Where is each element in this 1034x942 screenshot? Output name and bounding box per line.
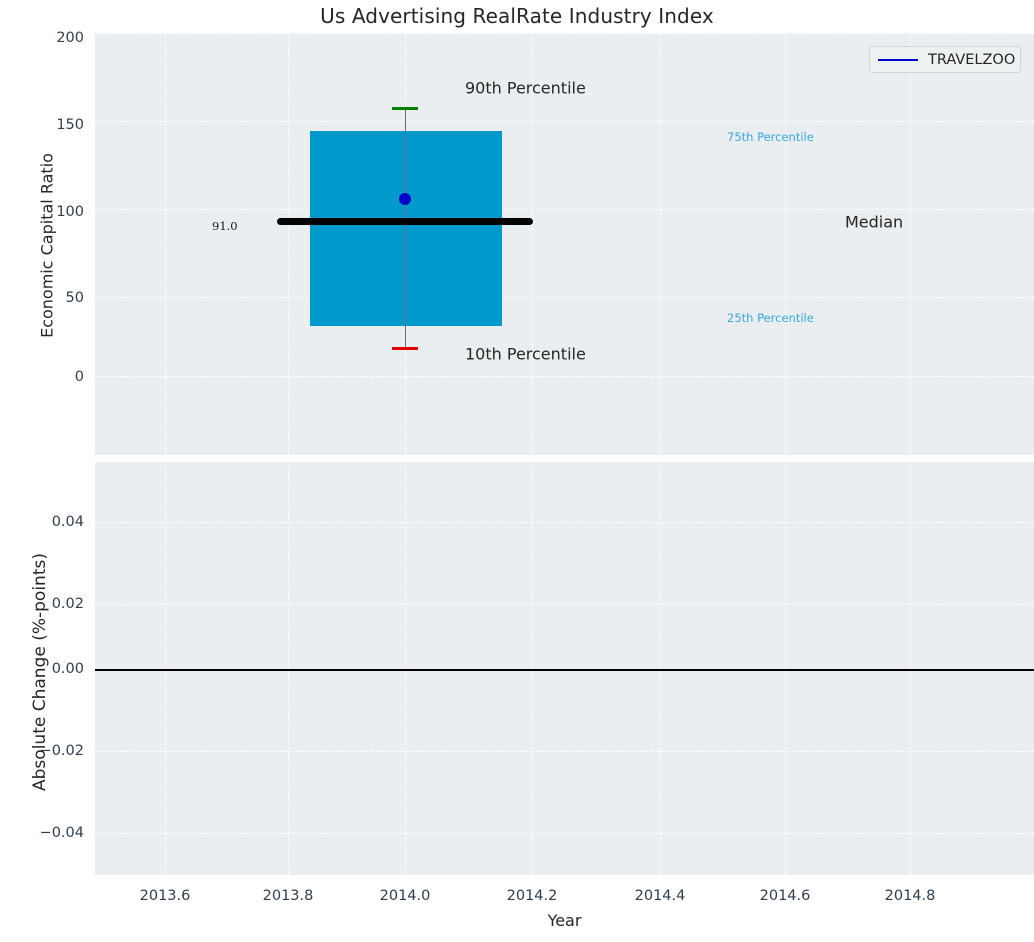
ytick-bottom-neg-0-02: −0.02 (39, 743, 84, 759)
gridline-h-0 (95, 376, 1034, 377)
annotation-median-value: 91.0 (212, 219, 238, 233)
gridline-h-0-02 (95, 604, 1034, 605)
gridline-h-150 (95, 121, 1034, 122)
company-marker-travelzoo[interactable] (399, 193, 411, 205)
panel-absolute-change (95, 462, 1034, 875)
whisker-cap-90th (392, 107, 418, 110)
annotation-10th-percentile: 10th Percentile (465, 344, 586, 364)
ytick-top-150: 150 (56, 117, 84, 133)
gridline-v-2014-8 (910, 33, 911, 455)
ytick-bottom-0-04: 0.04 (51, 514, 84, 530)
gridline-v-2014-6 (785, 33, 786, 455)
annotation-25th-percentile: 25th Percentile (727, 311, 814, 325)
ytick-bottom-0-02: 0.02 (51, 596, 84, 612)
xtick-2014-0: 2014.0 (379, 888, 431, 904)
whisker-line (405, 107, 406, 347)
xlabel-year: Year (547, 911, 582, 930)
ytick-top-50: 50 (65, 290, 84, 306)
gridline-h-neg-0-02 (95, 751, 1034, 752)
interquartile-box (310, 131, 502, 326)
xtick-2014-2: 2014.2 (506, 888, 558, 904)
ylabel-absolute-change: Absolute Change (%-points) (30, 553, 50, 791)
legend-label-travelzoo: TRAVELZOO (928, 51, 1016, 68)
gridline-h-neg-0-04 (95, 833, 1034, 834)
gridline-h-0-04 (95, 522, 1034, 523)
ytick-bottom-neg-0-04: −0.04 (39, 825, 84, 841)
chart-title: Us Advertising RealRate Industry Index (320, 4, 714, 28)
gridline-h-100 (95, 209, 1034, 210)
whisker-cap-10th (392, 347, 418, 350)
legend-line-swatch-travelzoo (878, 58, 918, 61)
gridline-v-2014-4 (660, 33, 661, 455)
annotation-75th-percentile: 75th Percentile (727, 130, 814, 144)
gridline-v-2013-8 (288, 33, 289, 455)
gridline-h-50 (95, 297, 1034, 298)
chart-legend[interactable]: TRAVELZOO (869, 46, 1021, 73)
ytick-top-0: 0 (74, 369, 84, 385)
panel-economic-capital-ratio: 91.0 90th Percentile 75th Percentile Med… (95, 33, 1034, 455)
gridline-v-2013-6 (165, 33, 166, 455)
median-line (277, 218, 533, 225)
zero-reference-line (95, 669, 1034, 671)
ytick-top-100: 100 (56, 204, 84, 220)
ylabel-economic-capital-ratio: Economic Capital Ratio (37, 153, 57, 338)
ytick-bottom-0-00: 0.00 (51, 661, 84, 677)
annotation-median: Median (845, 212, 904, 232)
annotation-90th-percentile: 90th Percentile (465, 78, 586, 98)
ytick-top-200: 200 (56, 30, 84, 46)
xtick-2014-4: 2014.4 (634, 888, 686, 904)
xtick-2014-6: 2014.6 (759, 888, 811, 904)
xtick-2013-8: 2013.8 (262, 888, 314, 904)
xtick-2013-6: 2013.6 (139, 888, 191, 904)
gridline-h-200 (95, 33, 1034, 34)
xtick-2014-8: 2014.8 (884, 888, 936, 904)
